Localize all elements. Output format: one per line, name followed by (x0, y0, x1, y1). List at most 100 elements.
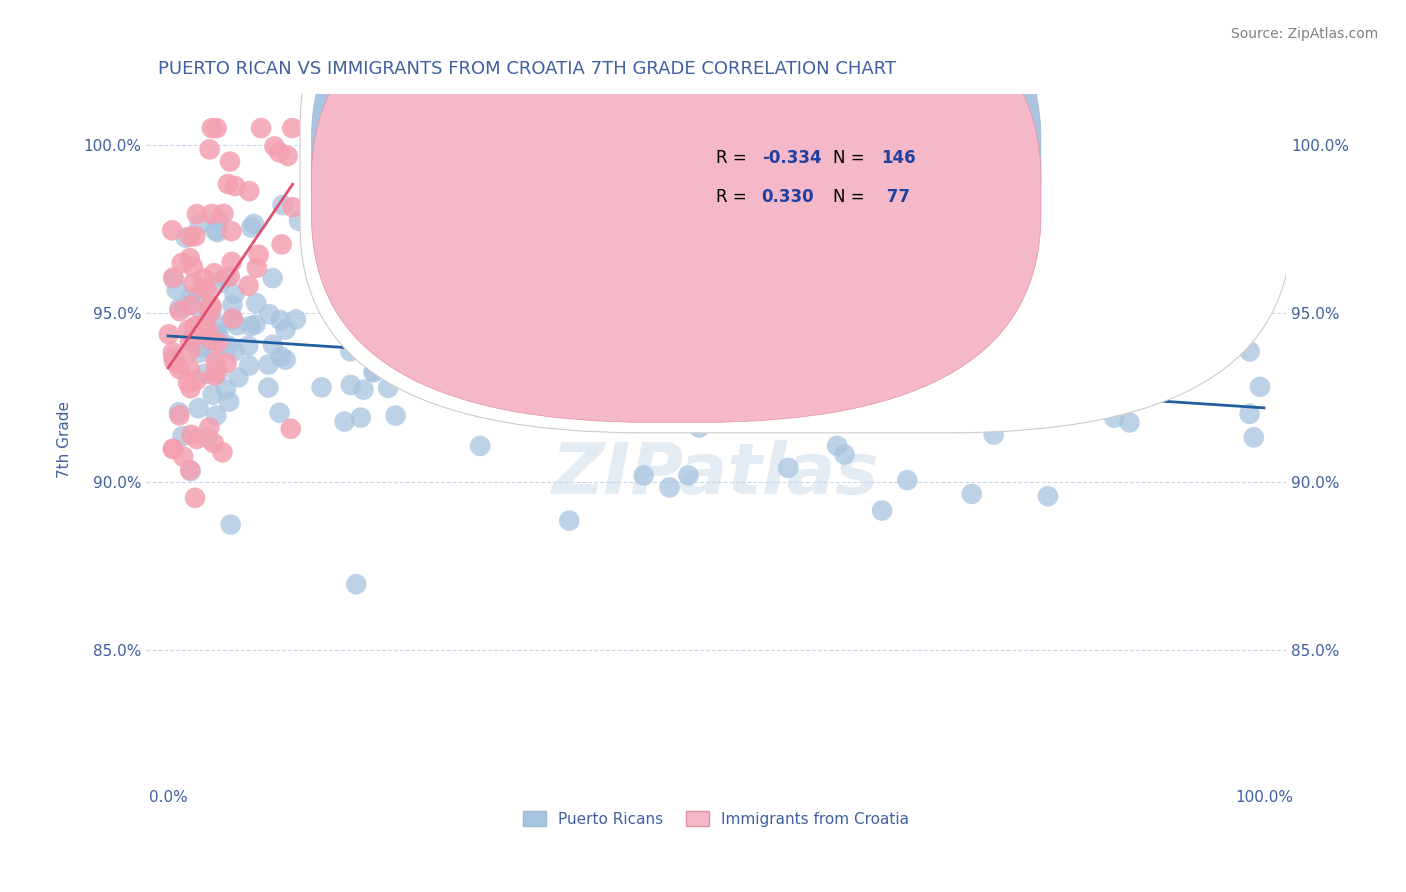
Point (509, 368, 531, 383)
Point (1189, 312, 1212, 326)
Point (162, 442, 184, 456)
Point (461, 303, 484, 318)
Point (257, 358, 280, 372)
Point (215, 383, 238, 397)
Point (205, 121, 228, 136)
Point (184, 319, 207, 334)
Point (274, 323, 297, 337)
Point (686, 378, 709, 392)
Point (198, 306, 221, 320)
Point (180, 290, 202, 304)
Y-axis label: 7th Grade: 7th Grade (58, 401, 72, 478)
Point (184, 327, 207, 342)
Text: 146: 146 (882, 149, 915, 167)
Point (270, 350, 292, 364)
Text: ZIPatlas: ZIPatlas (553, 440, 880, 508)
Point (1167, 262, 1189, 277)
Point (180, 464, 202, 478)
Point (602, 408, 624, 422)
Text: N =: N = (834, 149, 865, 167)
Point (1135, 179, 1157, 194)
FancyBboxPatch shape (311, 0, 1040, 384)
Point (262, 271, 284, 285)
Point (633, 468, 655, 483)
Point (491, 340, 513, 354)
Point (257, 380, 280, 394)
Point (468, 439, 491, 453)
Point (654, 285, 676, 299)
Point (860, 372, 883, 386)
Point (246, 260, 269, 275)
Point (245, 318, 267, 332)
Point (994, 321, 1017, 335)
Point (205, 326, 228, 340)
Point (588, 285, 610, 300)
Point (188, 218, 211, 232)
Point (637, 339, 659, 353)
Point (190, 340, 212, 354)
Point (204, 355, 226, 369)
Point (555, 397, 578, 411)
Point (688, 420, 710, 434)
Point (284, 312, 307, 326)
Point (217, 177, 239, 191)
Text: Source: ZipAtlas.com: Source: ZipAtlas.com (1230, 27, 1378, 41)
Point (160, 223, 183, 237)
Point (288, 214, 311, 228)
Point (870, 503, 893, 517)
Point (201, 121, 224, 136)
Point (883, 360, 905, 375)
Point (184, 321, 207, 335)
Point (503, 406, 526, 420)
Point (378, 311, 401, 326)
Point (179, 343, 201, 358)
Point (834, 447, 856, 461)
Point (250, 121, 273, 136)
Point (184, 229, 207, 244)
Point (221, 311, 243, 326)
Point (198, 300, 221, 314)
Point (449, 354, 471, 368)
Text: 77: 77 (882, 187, 910, 206)
Point (277, 149, 299, 163)
Point (221, 313, 243, 327)
Point (363, 365, 385, 379)
Point (224, 179, 246, 194)
Point (243, 217, 266, 231)
Point (207, 367, 229, 381)
Point (202, 266, 225, 280)
Point (262, 337, 284, 351)
Point (1084, 339, 1107, 353)
Point (1036, 489, 1059, 503)
Point (239, 318, 262, 333)
Point (1239, 344, 1261, 359)
Point (678, 468, 700, 483)
Point (363, 364, 385, 378)
Point (198, 142, 221, 156)
FancyBboxPatch shape (311, 0, 1040, 423)
Point (202, 436, 225, 450)
Point (224, 344, 246, 359)
Point (384, 409, 406, 423)
Point (240, 220, 263, 235)
Point (259, 307, 281, 321)
Point (1045, 391, 1067, 405)
Point (353, 286, 375, 301)
Point (446, 357, 468, 371)
Point (238, 359, 260, 373)
Point (269, 406, 291, 420)
Point (408, 327, 430, 342)
Point (1249, 380, 1271, 394)
Point (434, 331, 457, 345)
Point (183, 331, 205, 345)
Point (395, 358, 418, 372)
Point (184, 319, 207, 334)
Point (201, 302, 224, 317)
Point (658, 480, 681, 494)
Point (340, 174, 363, 188)
Point (204, 368, 226, 383)
Point (162, 271, 184, 285)
Point (167, 405, 190, 419)
Point (825, 439, 848, 453)
Point (195, 322, 218, 336)
